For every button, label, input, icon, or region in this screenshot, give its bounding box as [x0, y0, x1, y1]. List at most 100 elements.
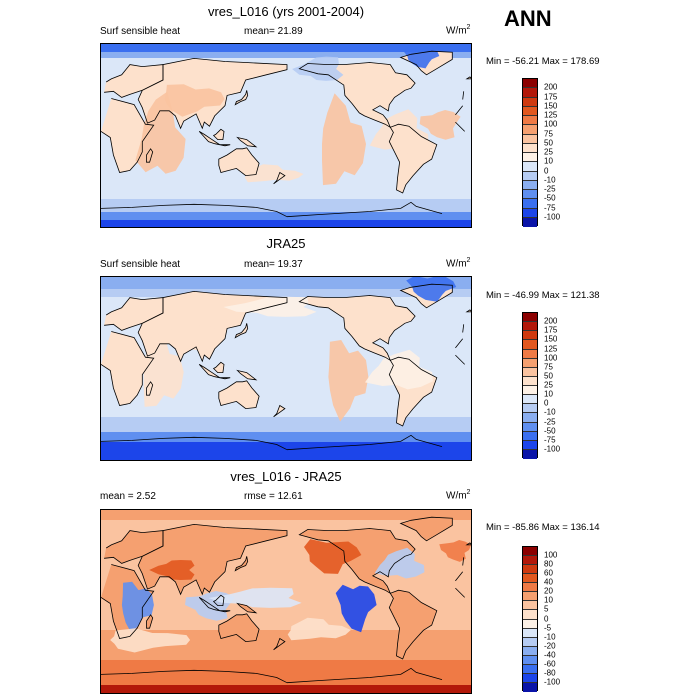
coastline-indonesia	[198, 364, 231, 380]
map-panel-model	[100, 43, 472, 228]
colorbar-swatch	[523, 565, 537, 575]
contour-region	[406, 277, 457, 302]
contour-region	[322, 93, 366, 186]
colorbar-swatch	[523, 386, 537, 396]
minmax-label-obs: Min = -46.99 Max = 121.38	[486, 290, 600, 301]
colorbar-tick-label: 125	[544, 344, 558, 353]
colorbar-tick-label: 100	[544, 353, 558, 363]
latitude-band	[101, 289, 471, 297]
coastline-japan	[234, 90, 249, 106]
coastline-asia	[137, 57, 288, 130]
colorbar-swatch	[523, 574, 537, 584]
colorbar-swatch	[523, 547, 537, 557]
land-fill-namerica	[299, 62, 416, 128]
latitude-band	[101, 660, 471, 685]
colorbar-swatch	[523, 682, 537, 692]
coastline-asia	[137, 523, 288, 596]
colorbar-tick-label: 50	[544, 371, 553, 381]
coastline-uk	[465, 76, 471, 80]
land-fill-borneo	[213, 362, 224, 373]
coastline-namerica	[298, 295, 416, 362]
contour-region	[304, 539, 362, 574]
land-fill-europe	[104, 297, 468, 333]
colorbar-swatch	[523, 358, 537, 368]
land-fill-namerica	[299, 528, 416, 594]
colorbar-swatch	[523, 106, 537, 116]
contour-region	[335, 584, 377, 633]
colorbar-swatch	[523, 162, 537, 172]
minmax-label-diff: Min = -85.86 Max = 136.14	[486, 522, 600, 533]
colorbar-tick-label: 40	[544, 577, 553, 587]
contour-region	[149, 560, 195, 580]
panel-variable-label-model: Surf sensible heat	[100, 26, 181, 37]
colorbar-swatch	[523, 143, 537, 153]
colorbar-swatch	[523, 376, 537, 386]
coastline-borneo	[212, 128, 225, 140]
coastline-japan	[234, 556, 249, 572]
coastline-namerica	[298, 528, 416, 595]
colorbar-swatch	[523, 116, 537, 126]
coastline-nz	[273, 171, 286, 185]
coastline-borneo	[212, 594, 225, 606]
panel-mean-label-obs: mean= 19.37	[244, 259, 303, 270]
panel-units-diff: W/m2	[446, 489, 471, 502]
colorbar-swatch	[523, 217, 537, 227]
coastline-ng	[236, 136, 258, 148]
contour-region	[208, 587, 302, 608]
land-fill-indonesia	[199, 131, 231, 146]
minmax-label-model: Min = -56.21 Max = 178.69	[486, 56, 600, 67]
coastline-madagascar	[146, 148, 154, 163]
colorbar-swatch	[523, 583, 537, 593]
colorbar-tick-label: 25	[544, 380, 553, 390]
colorbar-tick-label: -75	[544, 203, 556, 212]
colorbar-tick-label: 60	[544, 568, 553, 578]
colorbar-swatch	[523, 190, 537, 200]
contour-region	[121, 581, 154, 633]
contour-region	[164, 84, 225, 117]
panel-title-diff: vres_L016 - JRA25	[230, 469, 342, 484]
colorbar-swatch	[523, 413, 537, 423]
colorbar-tick-label: 125	[544, 110, 558, 120]
colorbar-swatch	[523, 208, 537, 218]
colorbar-tick-label: 0	[544, 614, 549, 623]
colorbar-tick-label: 150	[544, 101, 558, 111]
panel-units-obs: W/m2	[446, 257, 471, 270]
colorbar-swatch	[523, 171, 537, 181]
coastline-indonesia	[198, 131, 231, 147]
map-panel-diff	[100, 509, 472, 694]
colorbar-model	[522, 78, 538, 227]
land-fill-australia	[218, 380, 260, 409]
coastline-ng	[236, 602, 258, 614]
colorbar-tick-label: -10	[544, 632, 556, 642]
colorbar-swatch	[523, 673, 537, 683]
coastline-greenland	[399, 283, 453, 309]
contour-region	[110, 628, 191, 653]
colorbar-tick-label: -10	[544, 407, 556, 417]
colorbar-tick-label: 75	[544, 362, 553, 372]
colorbar-swatch	[523, 637, 537, 647]
colorbar-tick-label: -20	[544, 641, 556, 651]
colorbar-swatch	[523, 395, 537, 405]
panel-mean-label-diff: mean = 2.52	[100, 491, 156, 502]
land-fill-namerica	[299, 295, 416, 361]
colorbar-tick-label: 5	[544, 604, 549, 614]
land-fill-nz	[273, 638, 285, 650]
land-fill-ng	[237, 603, 256, 613]
colorbar-swatch	[523, 349, 537, 359]
land-fill-ng	[237, 137, 256, 147]
colorbar-swatch	[523, 199, 537, 209]
contour-region	[157, 325, 222, 351]
colorbar-tick-label: -100	[544, 444, 561, 454]
land-fill-borneo	[213, 129, 224, 140]
coastline-asia	[137, 290, 288, 363]
colorbar-swatch	[523, 322, 537, 332]
contour-region	[439, 540, 471, 562]
latitude-band	[101, 199, 471, 212]
latitude-band	[101, 510, 471, 520]
land-fill-australia	[218, 613, 260, 642]
coastline-australia	[218, 613, 260, 643]
colorbar-swatch	[523, 619, 537, 629]
colorbar-swatch	[523, 655, 537, 665]
coastline-indonesia	[198, 597, 231, 613]
colorbar-tick-label: -5	[544, 623, 552, 633]
